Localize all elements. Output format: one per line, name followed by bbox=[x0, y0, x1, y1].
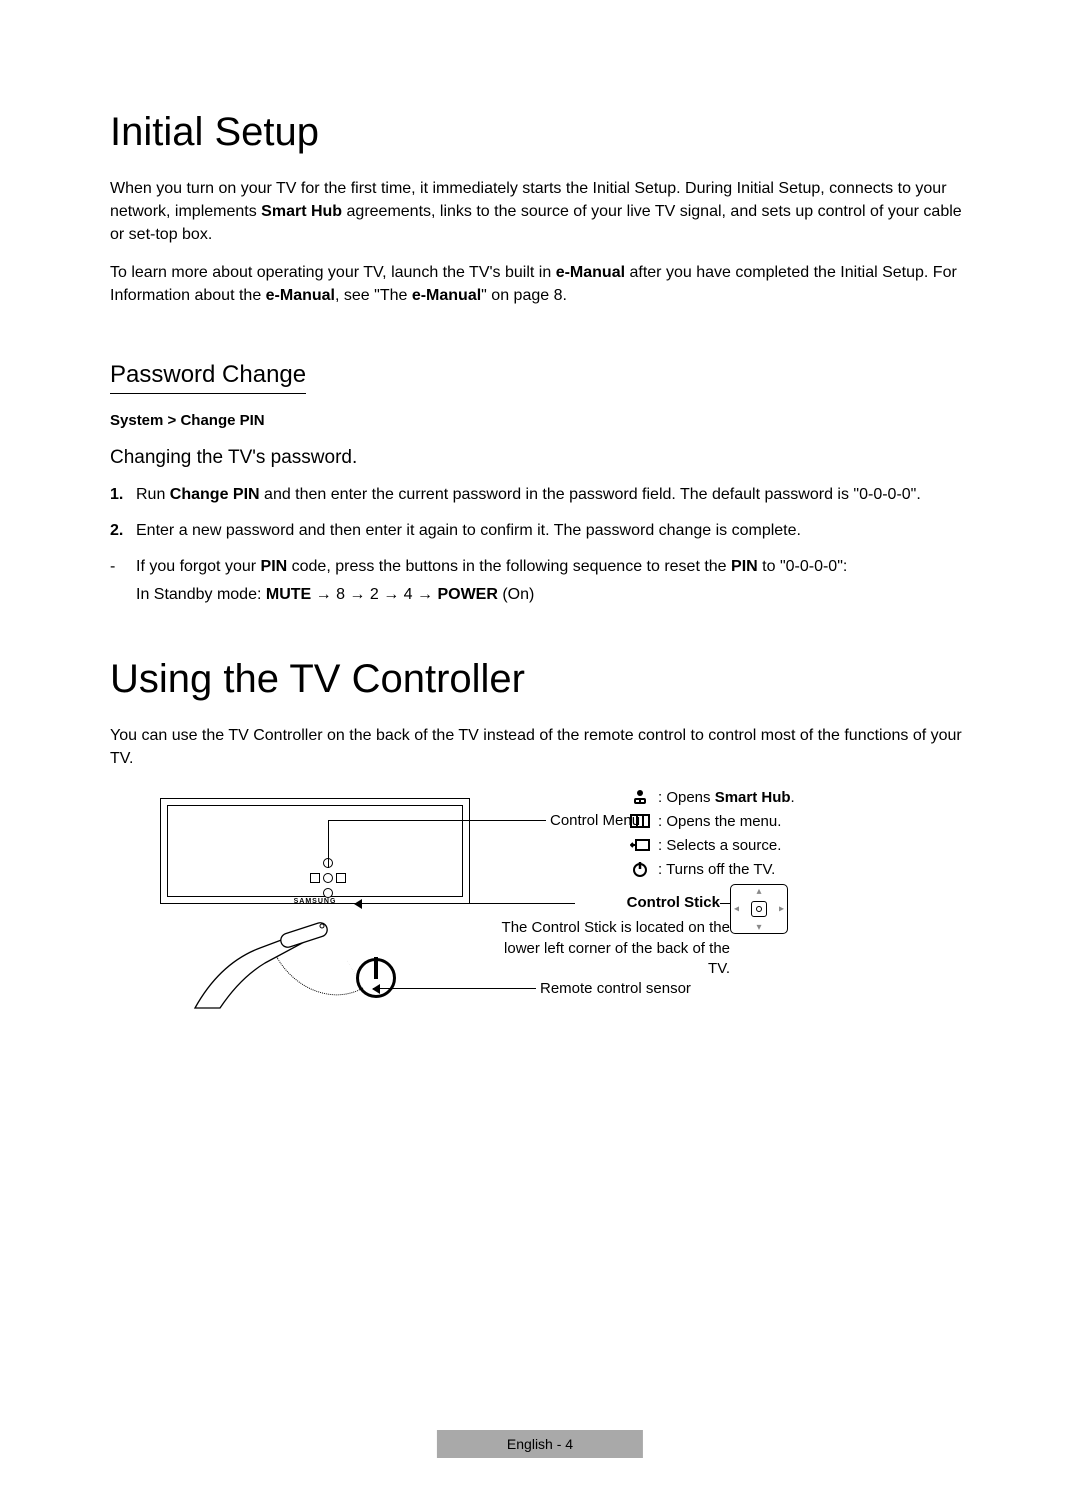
bold-change-pin: Change PIN bbox=[170, 486, 260, 503]
arrow-remote-sensor bbox=[373, 988, 536, 989]
text: , see "The bbox=[335, 287, 412, 304]
heading-password-change: Password Change bbox=[110, 361, 306, 394]
control-menu-label: Control Menu bbox=[550, 812, 640, 829]
control-stick-label: Control Stick bbox=[580, 894, 720, 911]
bold-emanual: e-Manual bbox=[266, 287, 335, 304]
list-marker: 2. bbox=[110, 519, 123, 543]
text: If you forgot your bbox=[136, 558, 261, 575]
numbered-list: 1. Run Change PIN and then enter the cur… bbox=[110, 483, 970, 543]
tv-brand-label: SAMSUNG bbox=[294, 898, 337, 905]
text: and then enter the current password in t… bbox=[260, 486, 921, 503]
source-icon bbox=[630, 836, 650, 854]
bold-emanual: e-Manual bbox=[556, 264, 625, 281]
text: to "0-0-0-0": bbox=[758, 558, 848, 575]
bold-pin: PIN bbox=[261, 558, 288, 575]
heading-initial-setup: Initial Setup bbox=[110, 110, 970, 155]
legend-text: : Opens Smart Hub. bbox=[658, 789, 795, 806]
remote-sensor-label: Remote control sensor bbox=[540, 980, 691, 997]
text: " on page 8. bbox=[481, 287, 567, 304]
tv-controller-diagram: SAMSUNG Control Menu bbox=[160, 788, 920, 1028]
text: → 8 → 2 → 4 → bbox=[311, 586, 437, 603]
list-marker: 1. bbox=[110, 483, 123, 507]
dash-list: - If you forgot your PIN code, press the… bbox=[110, 555, 970, 607]
arrow-control-stick bbox=[355, 903, 575, 904]
menu-icon bbox=[630, 812, 650, 830]
bold-emanual: e-Manual bbox=[412, 287, 481, 304]
power-icon bbox=[630, 860, 650, 878]
text: Run bbox=[136, 486, 170, 503]
list-item: - If you forgot your PIN code, press the… bbox=[110, 555, 970, 607]
list-marker: - bbox=[110, 555, 115, 579]
control-stick-diagram: ▴▾◂▸ bbox=[730, 884, 788, 934]
bold-smart-hub: Smart Hub bbox=[261, 203, 342, 220]
heading-using-controller: Using the TV Controller bbox=[110, 657, 970, 702]
nav-path: System > Change PIN bbox=[110, 412, 970, 429]
bold-power: POWER bbox=[437, 586, 497, 603]
connector-line bbox=[720, 903, 730, 904]
text: In Standby mode: bbox=[136, 586, 266, 603]
legend-row-smarthub: : Opens Smart Hub. bbox=[630, 788, 920, 806]
text: (On) bbox=[498, 586, 534, 603]
intro-paragraph-2: To learn more about operating your TV, l… bbox=[110, 261, 970, 307]
legend-row-source: : Selects a source. bbox=[630, 836, 920, 854]
list-subline: In Standby mode: MUTE → 8 → 2 → 4 → POWE… bbox=[136, 583, 970, 607]
list-item: 2. Enter a new password and then enter i… bbox=[110, 519, 970, 543]
text: To learn more about operating your TV, l… bbox=[110, 264, 556, 281]
text: Enter a new password and then enter it a… bbox=[136, 522, 801, 539]
legend-row-menu: : Opens the menu. bbox=[630, 812, 920, 830]
legend-text: : Opens the menu. bbox=[658, 813, 781, 830]
list-item: 1. Run Change PIN and then enter the cur… bbox=[110, 483, 970, 507]
page-footer: English - 4 bbox=[437, 1430, 643, 1458]
heading-changing-password: Changing the TV's password. bbox=[110, 447, 970, 469]
control-menu-legend: : Opens Smart Hub. : Opens the menu. : S… bbox=[630, 788, 920, 884]
text: code, press the buttons in the following… bbox=[287, 558, 731, 575]
control-stick-description: The Control Stick is located on the lowe… bbox=[490, 918, 730, 979]
smarthub-icon bbox=[630, 788, 650, 806]
legend-text: : Turns off the TV. bbox=[658, 861, 775, 878]
controller-intro: You can use the TV Controller on the bac… bbox=[110, 724, 970, 770]
legend-row-power: : Turns off the TV. bbox=[630, 860, 920, 878]
bold-pin: PIN bbox=[731, 558, 758, 575]
bold-mute: MUTE bbox=[266, 586, 311, 603]
legend-text: : Selects a source. bbox=[658, 837, 781, 854]
intro-paragraph-1: When you turn on your TV for the first t… bbox=[110, 177, 970, 247]
